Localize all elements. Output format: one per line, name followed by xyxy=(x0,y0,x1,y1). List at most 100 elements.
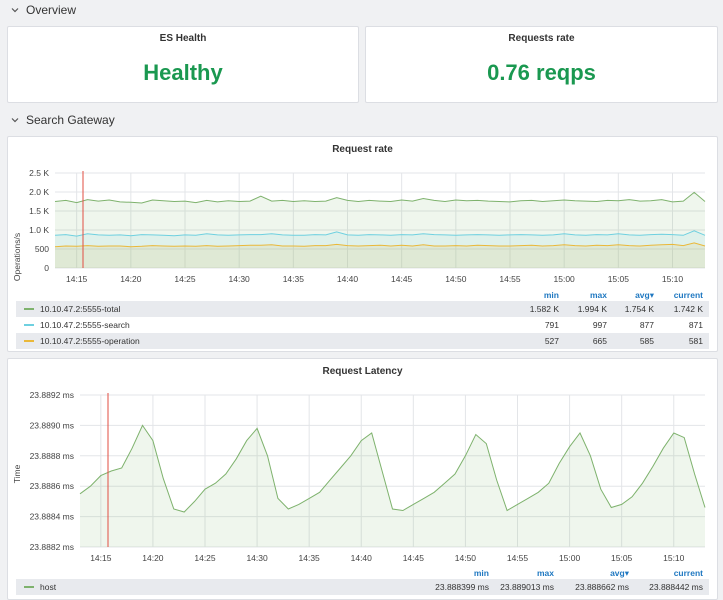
x-tick-label: 15:05 xyxy=(608,274,630,284)
series-area xyxy=(55,230,705,268)
series-swatch[interactable] xyxy=(24,586,34,588)
x-tick-label: 14:30 xyxy=(246,553,268,563)
chevron-down-icon[interactable] xyxy=(10,115,20,125)
legend-header: min max avg▾ current xyxy=(16,565,709,581)
legend-item[interactable]: 10.10.47.2:5555-search 791 997 877 871 xyxy=(16,317,709,333)
x-tick-label: 14:35 xyxy=(283,274,305,284)
series-line[interactable] xyxy=(79,424,706,513)
legend-header-min[interactable]: min xyxy=(543,290,559,300)
legend-header-min[interactable]: min xyxy=(473,568,489,578)
series-swatch[interactable] xyxy=(24,324,34,326)
legend-min: 791 xyxy=(544,320,559,330)
legend-current: 871 xyxy=(688,320,703,330)
legend-avg: 877 xyxy=(639,320,654,330)
legend: min max avg▾ current 10.10.47.2:5555-tot… xyxy=(16,287,709,351)
x-tick-label: 14:25 xyxy=(194,553,216,563)
x-tick-label: 14:15 xyxy=(90,553,112,563)
y-tick-label: 23.8882 ms xyxy=(30,542,74,552)
x-tick-label: 14:50 xyxy=(445,274,467,284)
y-tick-label: 1.0 K xyxy=(29,225,49,235)
y-tick-label: 2.5 K xyxy=(29,168,49,178)
legend-avg: 585 xyxy=(639,336,654,346)
y-tick-label: 1.5 K xyxy=(29,206,49,216)
legend-header-current[interactable]: current xyxy=(673,568,703,578)
x-tick-label: 14:30 xyxy=(229,274,251,284)
series-name[interactable]: host xyxy=(40,582,57,592)
row-title: Overview xyxy=(26,3,77,17)
x-tick-label: 14:25 xyxy=(174,274,196,284)
series-name[interactable]: 10.10.47.2:5555-operation xyxy=(40,336,140,346)
series-swatch[interactable] xyxy=(24,340,34,342)
legend-header-current[interactable]: current xyxy=(673,290,703,300)
y-tick-label: 23.8892 ms xyxy=(30,390,74,400)
legend-current: 581 xyxy=(688,336,703,346)
request-latency-chart[interactable]: Time 23.8892 ms 23.8890 ms 23.8888 ms 23.88… xyxy=(8,379,719,579)
stat-panel-requests-rate: Requests rate 0.76 reqps xyxy=(365,26,718,103)
y-tick-label: 23.8890 ms xyxy=(30,420,74,430)
legend-item[interactable]: 10.10.47.2:5555-operation 527 665 585 58… xyxy=(16,333,709,349)
series-area xyxy=(55,192,705,268)
panel-title[interactable]: Request Latency xyxy=(322,366,403,377)
row-header-search-gateway[interactable]: Search Gateway xyxy=(0,110,115,130)
legend-item[interactable]: 10.10.47.2:5555-total 1.582 K 1.994 K 1.… xyxy=(16,301,709,317)
x-tick-label: 14:45 xyxy=(391,274,413,284)
x-tick-label: 14:45 xyxy=(403,553,425,563)
stat-panel-es-health: ES Health Healthy xyxy=(7,26,359,103)
y-tick-label: 0 xyxy=(44,263,49,273)
y-axis-label: Operations/s xyxy=(12,233,22,281)
legend-max: 997 xyxy=(592,320,607,330)
x-tick-label: 14:35 xyxy=(299,553,321,563)
legend-item[interactable]: host 23.888399 ms 23.889013 ms 23.888662… xyxy=(16,579,709,595)
x-tick-label: 14:15 xyxy=(66,274,88,284)
series-area xyxy=(55,242,705,268)
legend-min: 23.888399 ms xyxy=(435,582,489,592)
series-name[interactable]: 10.10.47.2:5555-search xyxy=(40,320,130,330)
y-tick-label: 23.8888 ms xyxy=(30,451,74,461)
x-tick-label: 14:40 xyxy=(351,553,373,563)
chevron-down-icon[interactable] xyxy=(10,5,20,15)
x-tick-label: 14:50 xyxy=(455,553,477,563)
series-line[interactable] xyxy=(54,242,706,248)
y-tick-label: 23.8884 ms xyxy=(30,512,74,522)
request-rate-chart[interactable]: Operations/s 2.5 K 2.0 K 1.5 K 1.0 K 500 0 14:… xyxy=(8,157,719,307)
series-swatch[interactable] xyxy=(24,308,34,310)
x-tick-label: 15:05 xyxy=(611,553,633,563)
x-tick-label: 15:10 xyxy=(662,274,684,284)
y-tick-label: 23.8886 ms xyxy=(30,481,74,491)
series-line[interactable] xyxy=(54,191,706,204)
y-tick-label: 2.0 K xyxy=(29,187,49,197)
legend: min max avg▾ current host 23.888399 ms 2… xyxy=(16,565,709,600)
x-tick-label: 15:00 xyxy=(559,553,581,563)
legend-header: min max avg▾ current xyxy=(16,287,709,303)
x-tick-label: 15:00 xyxy=(554,274,576,284)
panel-title[interactable]: Request rate xyxy=(332,144,393,155)
panel-title[interactable]: ES Health xyxy=(159,33,207,44)
series-line[interactable] xyxy=(54,230,706,237)
legend-min: 527 xyxy=(544,336,559,346)
x-tick-label: 14:20 xyxy=(142,553,164,563)
legend-current: 1.742 K xyxy=(673,304,703,314)
y-tick-label: 500 xyxy=(35,244,49,254)
graph-panel-request-rate: Request rate Operations/s 2.5 K 2.0 K 1.5 … xyxy=(7,136,718,352)
stat-value: Healthy xyxy=(143,60,223,85)
legend-header-max[interactable]: max xyxy=(536,568,554,578)
y-axis-label: Time xyxy=(12,464,22,483)
legend-header-avg[interactable]: avg▾ xyxy=(610,568,629,578)
legend-header-avg[interactable]: avg▾ xyxy=(635,290,654,300)
graph-panel-request-latency: Request Latency Time 23.8892 ms 23.8890 m… xyxy=(7,358,718,600)
legend-max: 1.994 K xyxy=(577,304,607,314)
row-header-overview[interactable]: Overview xyxy=(0,0,76,20)
row-title: Search Gateway xyxy=(26,113,115,127)
x-tick-label: 14:55 xyxy=(507,553,529,563)
series-name[interactable]: 10.10.47.2:5555-total xyxy=(40,304,121,314)
x-tick-label: 14:20 xyxy=(120,274,142,284)
x-tick-label: 14:40 xyxy=(337,274,359,284)
panel-title[interactable]: Requests rate xyxy=(508,33,575,44)
series-area xyxy=(80,425,705,547)
legend-current: 23.888442 ms xyxy=(649,582,703,592)
legend-avg: 23.888662 ms xyxy=(575,582,629,592)
legend-header-max[interactable]: max xyxy=(589,290,607,300)
x-tick-label: 14:55 xyxy=(499,274,521,284)
x-tick-label: 15:10 xyxy=(663,553,685,563)
legend-max: 665 xyxy=(592,336,607,346)
